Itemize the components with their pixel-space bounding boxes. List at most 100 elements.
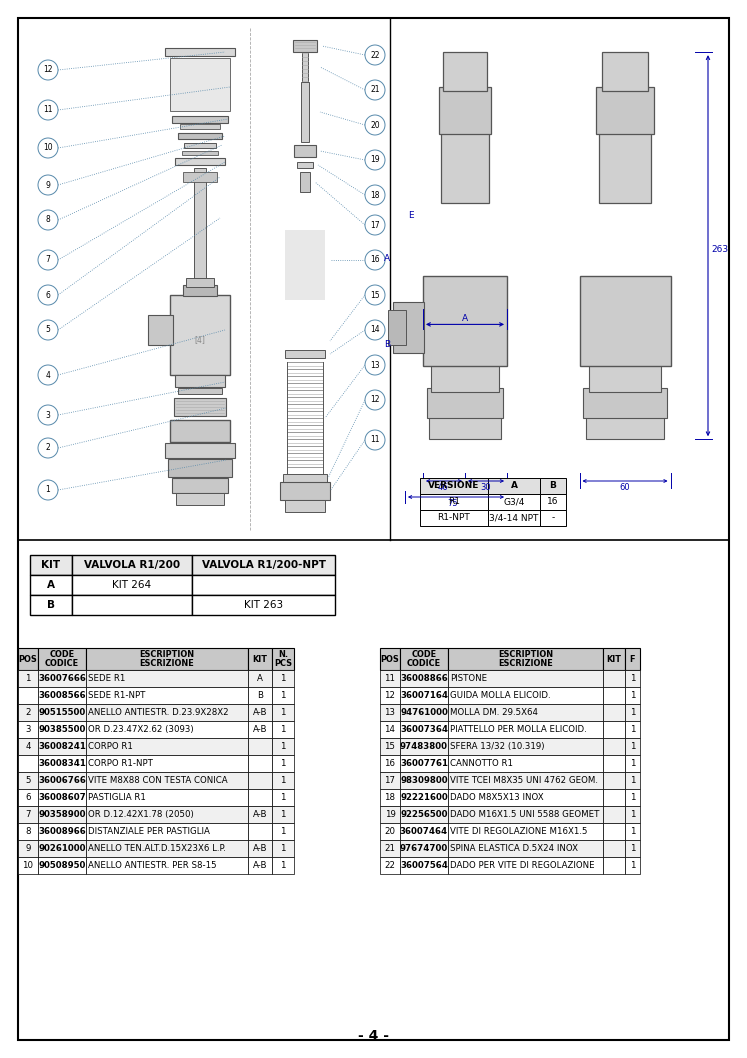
Bar [400,647,448,670]
Text: B: B [550,481,557,491]
Bar [86,647,248,670]
Text: - 4 -: - 4 - [358,1029,389,1043]
Bar [448,857,603,874]
Bar [444,52,486,91]
Bar [441,129,489,203]
Bar [400,738,448,755]
Bar [448,806,603,823]
Bar [625,755,640,772]
Text: 36008341: 36008341 [38,759,86,768]
Text: A: A [257,674,263,683]
Bar [248,840,272,857]
Bar [86,687,248,704]
Text: 1: 1 [280,759,286,768]
Bar [301,83,309,142]
Bar [285,500,325,512]
Bar [38,687,86,704]
Bar [380,647,400,670]
Bar [192,555,335,574]
Text: A-B: A-B [252,725,267,734]
Text: F: F [630,655,635,663]
Bar [248,720,272,738]
Bar [603,755,625,772]
Text: 4: 4 [25,742,31,751]
Bar [540,510,566,526]
Bar [272,772,294,789]
Circle shape [38,285,58,305]
Text: 90261000: 90261000 [38,844,86,853]
Circle shape [38,405,58,425]
Text: 46: 46 [438,482,449,492]
Bar [175,158,225,165]
Bar [18,738,38,755]
Bar [603,857,625,874]
Bar [86,738,248,755]
Bar [388,310,406,345]
Bar [625,704,640,720]
Bar [184,143,216,148]
Text: GUIDA MOLLA ELICOID.: GUIDA MOLLA ELICOID. [450,691,551,700]
Bar [393,302,424,353]
Bar [248,755,272,772]
Bar [625,670,640,687]
Bar [625,857,640,874]
Bar [380,687,400,704]
Bar [18,840,38,857]
Bar [18,670,38,687]
Text: 36006766: 36006766 [38,776,86,785]
Bar [625,720,640,738]
Bar [285,350,325,358]
Text: KIT: KIT [252,655,267,663]
Text: KIT 263: KIT 263 [244,600,283,610]
Circle shape [365,320,385,340]
Text: A-B: A-B [252,810,267,819]
Bar [599,129,651,203]
Text: 9: 9 [46,181,51,189]
Text: 1: 1 [280,691,286,700]
Text: SEDE R1-NPT: SEDE R1-NPT [88,691,146,700]
Bar [174,398,226,416]
Bar [248,789,272,806]
Text: 16: 16 [548,497,559,507]
Bar [165,48,235,56]
Bar [589,362,661,391]
Bar [380,789,400,806]
Bar [438,87,492,134]
Text: 8: 8 [25,827,31,836]
Text: 1: 1 [630,759,635,768]
Bar [448,772,603,789]
Bar [603,772,625,789]
Text: 1: 1 [280,674,286,683]
Text: R1-NPT: R1-NPT [438,513,471,523]
Text: SFERA 13/32 (10.319): SFERA 13/32 (10.319) [450,742,545,751]
Bar [86,857,248,874]
Text: 4: 4 [46,370,51,380]
Bar [18,687,38,704]
Text: 11: 11 [371,436,379,444]
Text: 2: 2 [46,443,50,453]
Text: 60: 60 [620,482,630,492]
Circle shape [38,365,58,385]
Text: 92256500: 92256500 [400,810,447,819]
Text: 1: 1 [630,674,635,683]
Bar [488,494,540,510]
Text: 1: 1 [280,810,286,819]
Bar [272,789,294,806]
Text: 19: 19 [385,810,395,819]
Text: 1: 1 [280,827,286,836]
Text: MOLLA DM. 29.5X64: MOLLA DM. 29.5X64 [450,708,538,717]
Text: 15: 15 [385,742,395,751]
Bar [183,172,217,182]
Bar [272,647,294,670]
Bar [603,806,625,823]
Text: 1: 1 [280,742,286,751]
Text: 20: 20 [371,121,379,129]
Bar [400,704,448,720]
Text: CANNOTTO R1: CANNOTTO R1 [450,759,513,768]
Text: 10: 10 [22,861,34,870]
Bar [625,823,640,840]
Bar [272,840,294,857]
Bar [18,704,38,720]
Bar [170,58,230,111]
Text: VALVOLA R1/200-NPT: VALVOLA R1/200-NPT [202,560,326,570]
